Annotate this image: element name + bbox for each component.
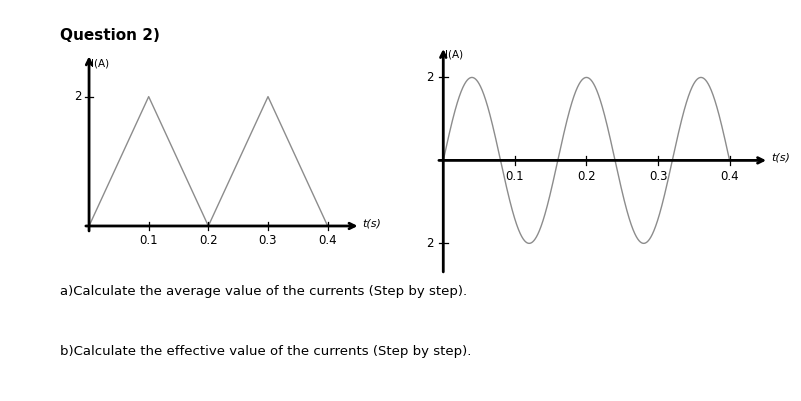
Text: 2: 2 — [426, 71, 434, 84]
Text: 2: 2 — [74, 90, 81, 103]
Text: 0.4: 0.4 — [318, 235, 337, 247]
Text: 0.3: 0.3 — [259, 235, 277, 247]
Text: 2: 2 — [426, 237, 434, 250]
Text: 0.1: 0.1 — [139, 235, 158, 247]
Text: 0.4: 0.4 — [720, 170, 739, 182]
Text: t(s): t(s) — [771, 153, 790, 163]
Text: t(s): t(s) — [362, 219, 381, 229]
Text: 0.2: 0.2 — [199, 235, 218, 247]
Text: a)Calculate the average value of the currents (Step by step).: a)Calculate the average value of the cur… — [60, 285, 467, 298]
Text: b)Calculate the effective value of the currents (Step by step).: b)Calculate the effective value of the c… — [60, 345, 472, 358]
Text: I(A): I(A) — [445, 50, 464, 60]
Text: Question 2): Question 2) — [60, 28, 160, 43]
Text: 0.1: 0.1 — [505, 170, 524, 182]
Text: I(A): I(A) — [91, 59, 109, 69]
Text: 0.2: 0.2 — [578, 170, 596, 182]
Text: 0.3: 0.3 — [649, 170, 667, 182]
